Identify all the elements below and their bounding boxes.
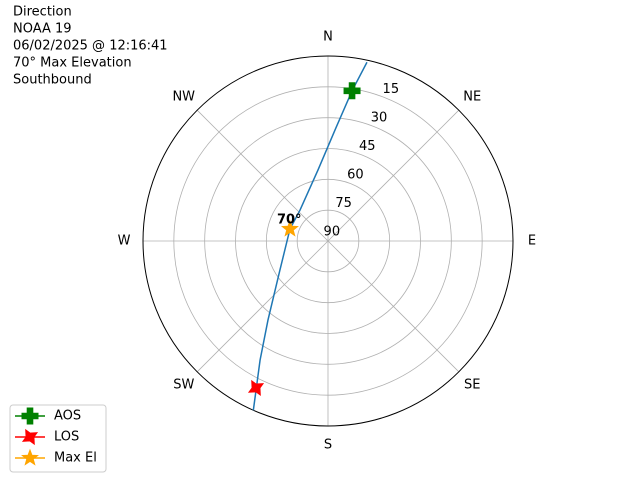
title-line: NOAA 19 [13,22,72,37]
marker-plus [343,82,361,100]
grid-spoke [327,109,460,242]
marker-x [247,379,265,397]
x-tick-label: N [323,30,333,45]
y-tick-label: 75 [335,196,352,211]
annotation: 70° [277,213,302,228]
grid-spoke [196,109,329,242]
y-tick-label: 15 [383,82,400,97]
x-tick-label: S [324,438,332,453]
legend-label: LOS [54,430,79,445]
x-tick-label: SW [173,378,194,393]
title-line: Direction [13,5,72,20]
legend-marker [21,428,39,446]
x-tick-label: E [528,234,536,249]
title-line: Southbound [13,73,92,88]
grid-spoke [196,240,329,373]
legend-label: Max El [54,451,97,466]
x-tick-label: NW [172,89,195,104]
track-line [252,61,368,411]
x-tick-label: W [118,234,131,249]
legend-marker [21,448,39,466]
x-tick-label: SE [464,378,480,393]
title-line: 06/02/2025 @ 12:16:41 [13,39,168,54]
grid-spoke [327,240,460,373]
y-tick-label: 90 [324,224,341,239]
title-line: 70° Max Elevation [13,56,132,71]
legend: AOS LOS Max El [9,404,107,473]
outer-spine [142,55,514,427]
marker-star [281,219,299,237]
x-tick-label: NE [463,89,481,104]
y-tick-label: 60 [347,167,364,182]
y-tick-label: 45 [359,139,376,154]
legend-label: AOS [54,409,81,424]
legend-marker [21,407,39,425]
y-tick-label: 30 [371,110,388,125]
